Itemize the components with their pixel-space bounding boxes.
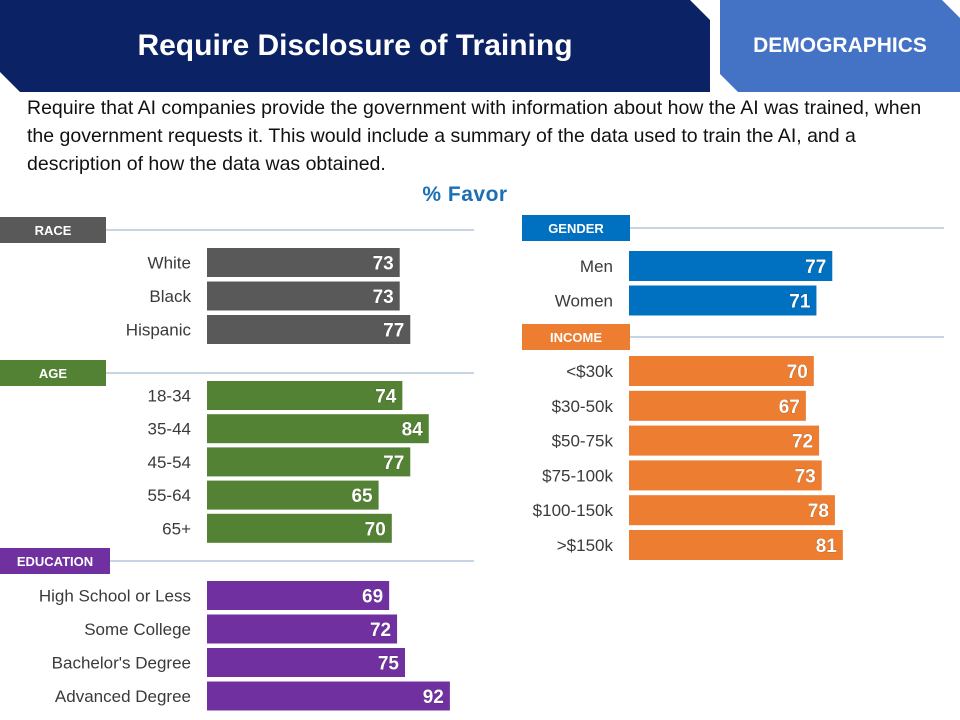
gender-category-label: Women xyxy=(555,292,613,311)
title-banner-shape xyxy=(0,0,710,92)
education-category-label: Some College xyxy=(84,620,191,639)
gender-bar xyxy=(629,251,833,281)
income-data-label: 81 xyxy=(816,536,838,557)
income-bar xyxy=(629,495,835,526)
income-data-label: 72 xyxy=(792,432,813,453)
race-data-label: 73 xyxy=(373,287,394,308)
age-category-label: 18-34 xyxy=(148,387,191,406)
age-bar xyxy=(207,414,429,444)
education-data-label: 72 xyxy=(370,620,391,641)
age-data-label: 70 xyxy=(365,519,386,540)
gender-group-label: GENDER xyxy=(548,221,604,236)
section-banner xyxy=(720,0,960,92)
age-bar xyxy=(207,447,411,477)
gender-bar xyxy=(629,285,817,316)
page-title: Require Disclosure of Training xyxy=(137,29,573,62)
age-data-label: 65 xyxy=(351,486,373,507)
income-data-label: 73 xyxy=(795,466,816,487)
education-bar xyxy=(207,614,398,644)
income-bar xyxy=(629,460,822,491)
race-data-label: 73 xyxy=(373,254,394,275)
race-data-label: 77 xyxy=(383,321,404,342)
age-data-label: 84 xyxy=(402,420,424,441)
income-group-label: INCOME xyxy=(550,330,602,345)
age-category-label: 35-44 xyxy=(148,420,191,439)
income-category-label: <$30k xyxy=(566,362,613,381)
income-bar xyxy=(629,425,820,456)
income-category-label: $75-100k xyxy=(542,466,613,485)
education-bar xyxy=(207,648,405,677)
race-bar xyxy=(207,248,400,277)
income-data-label: 70 xyxy=(787,362,808,383)
race-category-label: Black xyxy=(149,287,191,306)
income-category-label: >$150k xyxy=(557,536,614,555)
age-category-label: 65+ xyxy=(162,519,191,538)
age-group-tag xyxy=(0,360,106,386)
income-category-label: $30-50k xyxy=(552,397,614,416)
education-group-tag xyxy=(0,548,110,574)
income-data-label: 78 xyxy=(808,501,829,522)
age-data-label: 74 xyxy=(375,387,397,408)
chart-title: % Favor xyxy=(422,183,508,206)
title-banner xyxy=(0,0,710,92)
education-category-label: High School or Less xyxy=(39,587,191,606)
income-bar xyxy=(629,530,843,560)
race-category-label: Hispanic xyxy=(126,321,192,340)
income-bar xyxy=(629,356,814,386)
gender-group-tag xyxy=(522,215,630,241)
section-label: DEMOGRAPHICS xyxy=(753,34,927,57)
education-bar xyxy=(207,681,450,711)
age-category-label: 45-54 xyxy=(148,453,191,472)
income-data-label: 67 xyxy=(779,397,800,418)
age-bar xyxy=(207,480,379,510)
section-banner-shape xyxy=(720,0,960,92)
income-group-tag xyxy=(522,324,630,350)
race-bar xyxy=(207,315,411,344)
income-bar xyxy=(629,390,806,421)
gender-data-label: 77 xyxy=(805,257,826,278)
age-bar xyxy=(207,381,403,410)
question-text: Require that AI companies provide the go… xyxy=(27,97,922,175)
education-category-label: Advanced Degree xyxy=(55,687,191,706)
gender-data-label: 71 xyxy=(789,292,811,313)
race-bar xyxy=(207,281,400,311)
age-category-label: 55-64 xyxy=(148,486,191,505)
education-category-label: Bachelor's Degree xyxy=(52,654,191,673)
race-group-label: RACE xyxy=(35,223,72,238)
age-group-label: AGE xyxy=(39,366,68,381)
race-category-label: White xyxy=(148,254,191,273)
education-data-label: 75 xyxy=(378,654,400,675)
age-bar xyxy=(207,513,392,543)
gender-category-label: Men xyxy=(580,257,613,276)
income-category-label: $50-75k xyxy=(552,432,614,451)
income-category-label: $100-150k xyxy=(533,501,614,520)
education-data-label: 92 xyxy=(423,687,444,708)
age-data-label: 77 xyxy=(383,453,404,474)
race-group-tag xyxy=(0,217,106,243)
education-bar xyxy=(207,581,390,610)
education-group-label: EDUCATION xyxy=(17,554,93,569)
education-data-label: 69 xyxy=(362,587,383,608)
